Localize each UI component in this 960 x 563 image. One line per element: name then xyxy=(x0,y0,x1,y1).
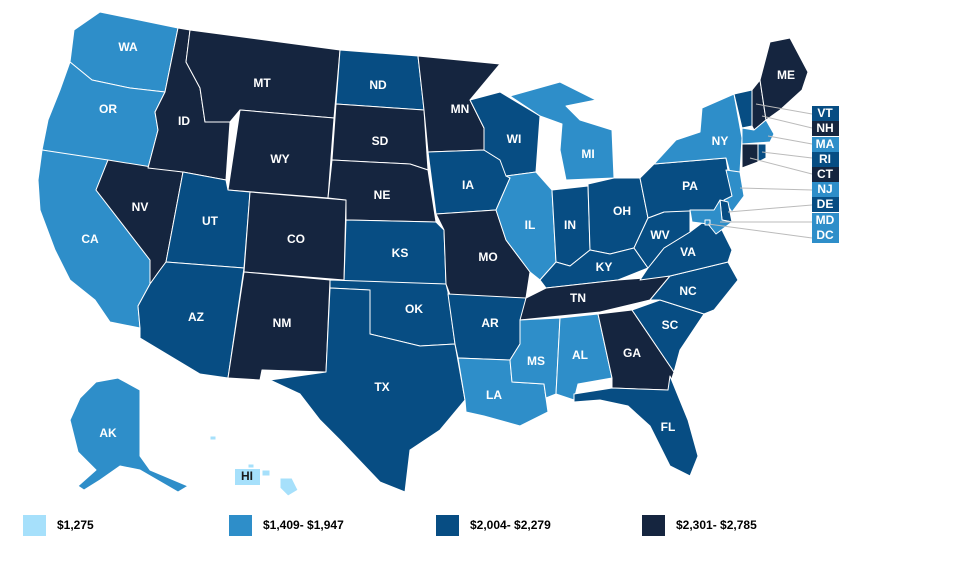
label-id: ID xyxy=(178,114,190,128)
label-ia: IA xyxy=(462,178,474,192)
label-va: VA xyxy=(680,245,696,259)
label-mt: MT xyxy=(253,76,271,90)
label-wa: WA xyxy=(118,40,138,54)
legend-label-tier2: $1,409- $1,947 xyxy=(263,518,344,532)
label-wv: WV xyxy=(650,228,669,242)
map-canvas: WA OR CA NV ID MT WY UT AZ CO NM ND SD N… xyxy=(37,11,839,497)
box-hi[interactable] xyxy=(235,469,260,485)
label-ky: KY xyxy=(596,260,613,274)
legend-swatch-tier4 xyxy=(642,514,665,536)
label-nm: NM xyxy=(273,316,292,330)
label-ny: NY xyxy=(712,134,729,148)
state-fl[interactable] xyxy=(573,375,699,477)
us-choropleth-map: WA OR CA NV ID MT WY UT AZ CO NM ND SD N… xyxy=(37,11,839,497)
label-vt: VT xyxy=(817,106,833,120)
label-tx: TX xyxy=(374,380,389,394)
label-al: AL xyxy=(572,348,588,362)
label-de: DE xyxy=(817,197,834,211)
label-nh: NH xyxy=(816,121,833,135)
legend-label-tier3: $2,004- $2,279 xyxy=(470,518,551,532)
label-ks: KS xyxy=(392,246,409,260)
state-ak[interactable] xyxy=(69,377,189,493)
label-ok: OK xyxy=(405,302,423,316)
label-in: IN xyxy=(564,218,576,232)
label-ct: CT xyxy=(817,167,834,181)
state-sc[interactable] xyxy=(631,299,705,373)
label-mi: MI xyxy=(581,147,594,161)
legend-swatch-tier2 xyxy=(229,514,252,536)
label-pa: PA xyxy=(682,179,698,193)
label-nj: NJ xyxy=(817,182,832,196)
box-dc[interactable] xyxy=(812,228,839,243)
legend-label-tier1: $1,275 xyxy=(57,518,94,532)
legend-swatch-tier3 xyxy=(436,514,459,536)
label-mn: MN xyxy=(451,102,470,116)
legend: $1,275 $1,409- $1,947 $2,004- $2,279 $2,… xyxy=(0,505,960,555)
state-ri[interactable] xyxy=(757,143,767,163)
box-ma[interactable] xyxy=(812,137,839,152)
label-ca: CA xyxy=(81,232,99,246)
state-me[interactable] xyxy=(759,37,809,121)
box-ri[interactable] xyxy=(812,152,839,167)
label-sd: SD xyxy=(372,134,389,148)
label-la: LA xyxy=(486,388,502,402)
leader-lines xyxy=(707,103,813,239)
label-ne: NE xyxy=(374,188,391,202)
legend-item-tier4: $2,301- $2,785 xyxy=(642,513,757,537)
label-ri: RI xyxy=(819,152,831,166)
label-ms: MS xyxy=(527,354,545,368)
legend-swatch-tier1 xyxy=(23,514,46,536)
state-ct[interactable] xyxy=(741,143,759,169)
label-tn: TN xyxy=(570,291,586,305)
legend-label-tier4: $2,301- $2,785 xyxy=(676,518,757,532)
box-ct[interactable] xyxy=(812,167,839,182)
legend-item-tier1: $1,275 xyxy=(23,513,94,537)
state-mi[interactable] xyxy=(509,81,615,181)
box-nh[interactable] xyxy=(812,121,839,136)
label-az: AZ xyxy=(188,310,204,324)
label-ar: AR xyxy=(481,316,499,330)
legend-item-tier3: $2,004- $2,279 xyxy=(436,513,551,537)
label-nv: NV xyxy=(132,200,149,214)
state-ny[interactable] xyxy=(653,93,743,181)
label-wi: WI xyxy=(507,132,522,146)
label-or: OR xyxy=(99,102,117,116)
label-ga: GA xyxy=(623,346,641,360)
label-il: IL xyxy=(525,218,536,232)
label-ut: UT xyxy=(202,214,219,228)
box-vt[interactable] xyxy=(812,106,839,121)
label-ma: MA xyxy=(816,137,835,151)
label-fl: FL xyxy=(661,420,676,434)
label-mo: MO xyxy=(478,250,497,264)
label-hi: HI xyxy=(241,469,253,483)
label-oh: OH xyxy=(613,204,631,218)
box-nj[interactable] xyxy=(812,182,839,197)
state-tx[interactable] xyxy=(269,287,466,493)
label-co: CO xyxy=(287,232,305,246)
legend-item-tier2: $1,409- $1,947 xyxy=(229,513,344,537)
label-dc: DC xyxy=(816,228,834,242)
state-hi[interactable] xyxy=(209,435,299,497)
label-nc: NC xyxy=(679,284,697,298)
label-me: ME xyxy=(777,68,795,82)
label-sc: SC xyxy=(662,318,679,332)
box-md[interactable] xyxy=(812,213,839,228)
box-de[interactable] xyxy=(812,197,839,212)
label-md: MD xyxy=(816,213,835,227)
label-nd: ND xyxy=(369,78,387,92)
label-ak: AK xyxy=(99,426,117,440)
state-il[interactable] xyxy=(495,171,557,281)
label-wy: WY xyxy=(270,152,289,166)
